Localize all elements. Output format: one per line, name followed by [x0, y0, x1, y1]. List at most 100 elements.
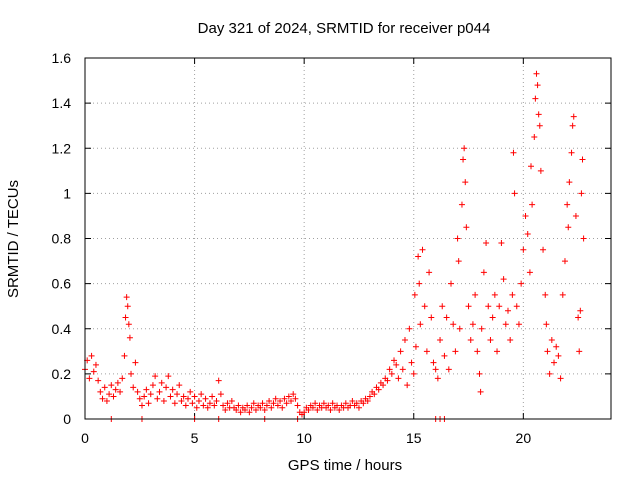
data-point [325, 402, 332, 409]
data-point [124, 303, 131, 310]
data-point [443, 314, 450, 321]
y-tick-label: 1.4 [52, 95, 72, 111]
data-point [460, 156, 467, 163]
y-axis-ticks: 0 0.2 0.4 0.6 0.8 1 1.2 1.4 1.6 [52, 50, 611, 427]
y-axis-label: SRMTID / TECUs [5, 180, 22, 298]
data-point [228, 397, 235, 404]
data-point [445, 366, 452, 373]
data-point [483, 240, 490, 247]
data-point [371, 391, 378, 398]
data-point [237, 409, 244, 416]
data-point [180, 393, 187, 400]
data-point [285, 393, 292, 400]
data-point [408, 359, 415, 366]
data-point [248, 404, 255, 411]
data-point [531, 133, 538, 140]
data-point [88, 352, 95, 359]
data-point [224, 400, 231, 407]
data-point [577, 307, 584, 314]
data-point [191, 393, 198, 400]
data-point [235, 402, 242, 409]
data-point [477, 388, 484, 395]
data-point [439, 303, 446, 310]
data-point [171, 400, 178, 407]
data-point [259, 400, 266, 407]
data-point [461, 145, 468, 152]
data-point [154, 395, 161, 402]
data-point [160, 397, 167, 404]
data-point [559, 291, 566, 298]
data-point [117, 388, 124, 395]
data-point [138, 402, 145, 409]
data-point [419, 246, 426, 253]
data-point [411, 291, 418, 298]
data-point [456, 325, 463, 332]
data-point [246, 409, 253, 416]
data-point [579, 156, 586, 163]
data-point [580, 235, 587, 242]
data-point [494, 348, 501, 355]
y-tick-label: 0.2 [52, 366, 72, 382]
data-point [130, 384, 137, 391]
data-point [498, 240, 505, 247]
data-point [114, 379, 121, 386]
data-point [99, 395, 106, 402]
x-tick-label: 0 [81, 430, 89, 446]
data-point [320, 400, 327, 407]
data-point [575, 314, 582, 321]
data-point [366, 393, 373, 400]
data-point [261, 406, 268, 413]
data-point [182, 402, 189, 409]
data-point [416, 280, 423, 287]
data-point [522, 212, 529, 219]
data-point [380, 382, 387, 389]
data-point [176, 382, 183, 389]
x-axis-ticks: 0 5 10 15 20 [81, 58, 531, 446]
data-point [465, 303, 472, 310]
data-point [163, 384, 170, 391]
data-point [404, 382, 411, 389]
data-point [502, 321, 509, 328]
data-point [397, 348, 404, 355]
data-point [455, 258, 462, 265]
data-point [426, 269, 433, 276]
data-point [143, 386, 150, 393]
data-point [200, 402, 207, 409]
data-point [393, 361, 400, 368]
data-point [568, 149, 575, 156]
y-tick-label: 0 [63, 411, 71, 427]
data-point [386, 366, 393, 373]
y-tick-label: 1.6 [52, 50, 72, 66]
y-tick-label: 0.8 [52, 231, 72, 247]
data-point [342, 400, 349, 407]
data-point [110, 393, 117, 400]
y-tick-label: 0.4 [52, 321, 72, 337]
data-point [544, 348, 551, 355]
data-point [169, 386, 176, 393]
data-point [450, 321, 457, 328]
data-point [364, 397, 371, 404]
data-point [189, 400, 196, 407]
data-point [215, 377, 222, 384]
data-point [123, 294, 130, 301]
data-point [480, 269, 487, 276]
data-point [108, 382, 115, 389]
data-point [147, 391, 154, 398]
data-point [156, 388, 163, 395]
data-point [241, 406, 248, 413]
data-point [288, 397, 295, 404]
data-point [268, 404, 275, 411]
data-point [401, 337, 408, 344]
data-point [152, 373, 159, 380]
data-point [233, 406, 240, 413]
data-point [430, 359, 437, 366]
data-point [274, 402, 281, 409]
data-point [448, 280, 455, 287]
data-point [283, 400, 290, 407]
chart-title: Day 321 of 2024, SRMTID for receiver p04… [198, 20, 491, 37]
data-point [112, 386, 119, 393]
data-point [553, 343, 560, 350]
data-point [432, 366, 439, 373]
y-tick-label: 1 [63, 185, 71, 201]
